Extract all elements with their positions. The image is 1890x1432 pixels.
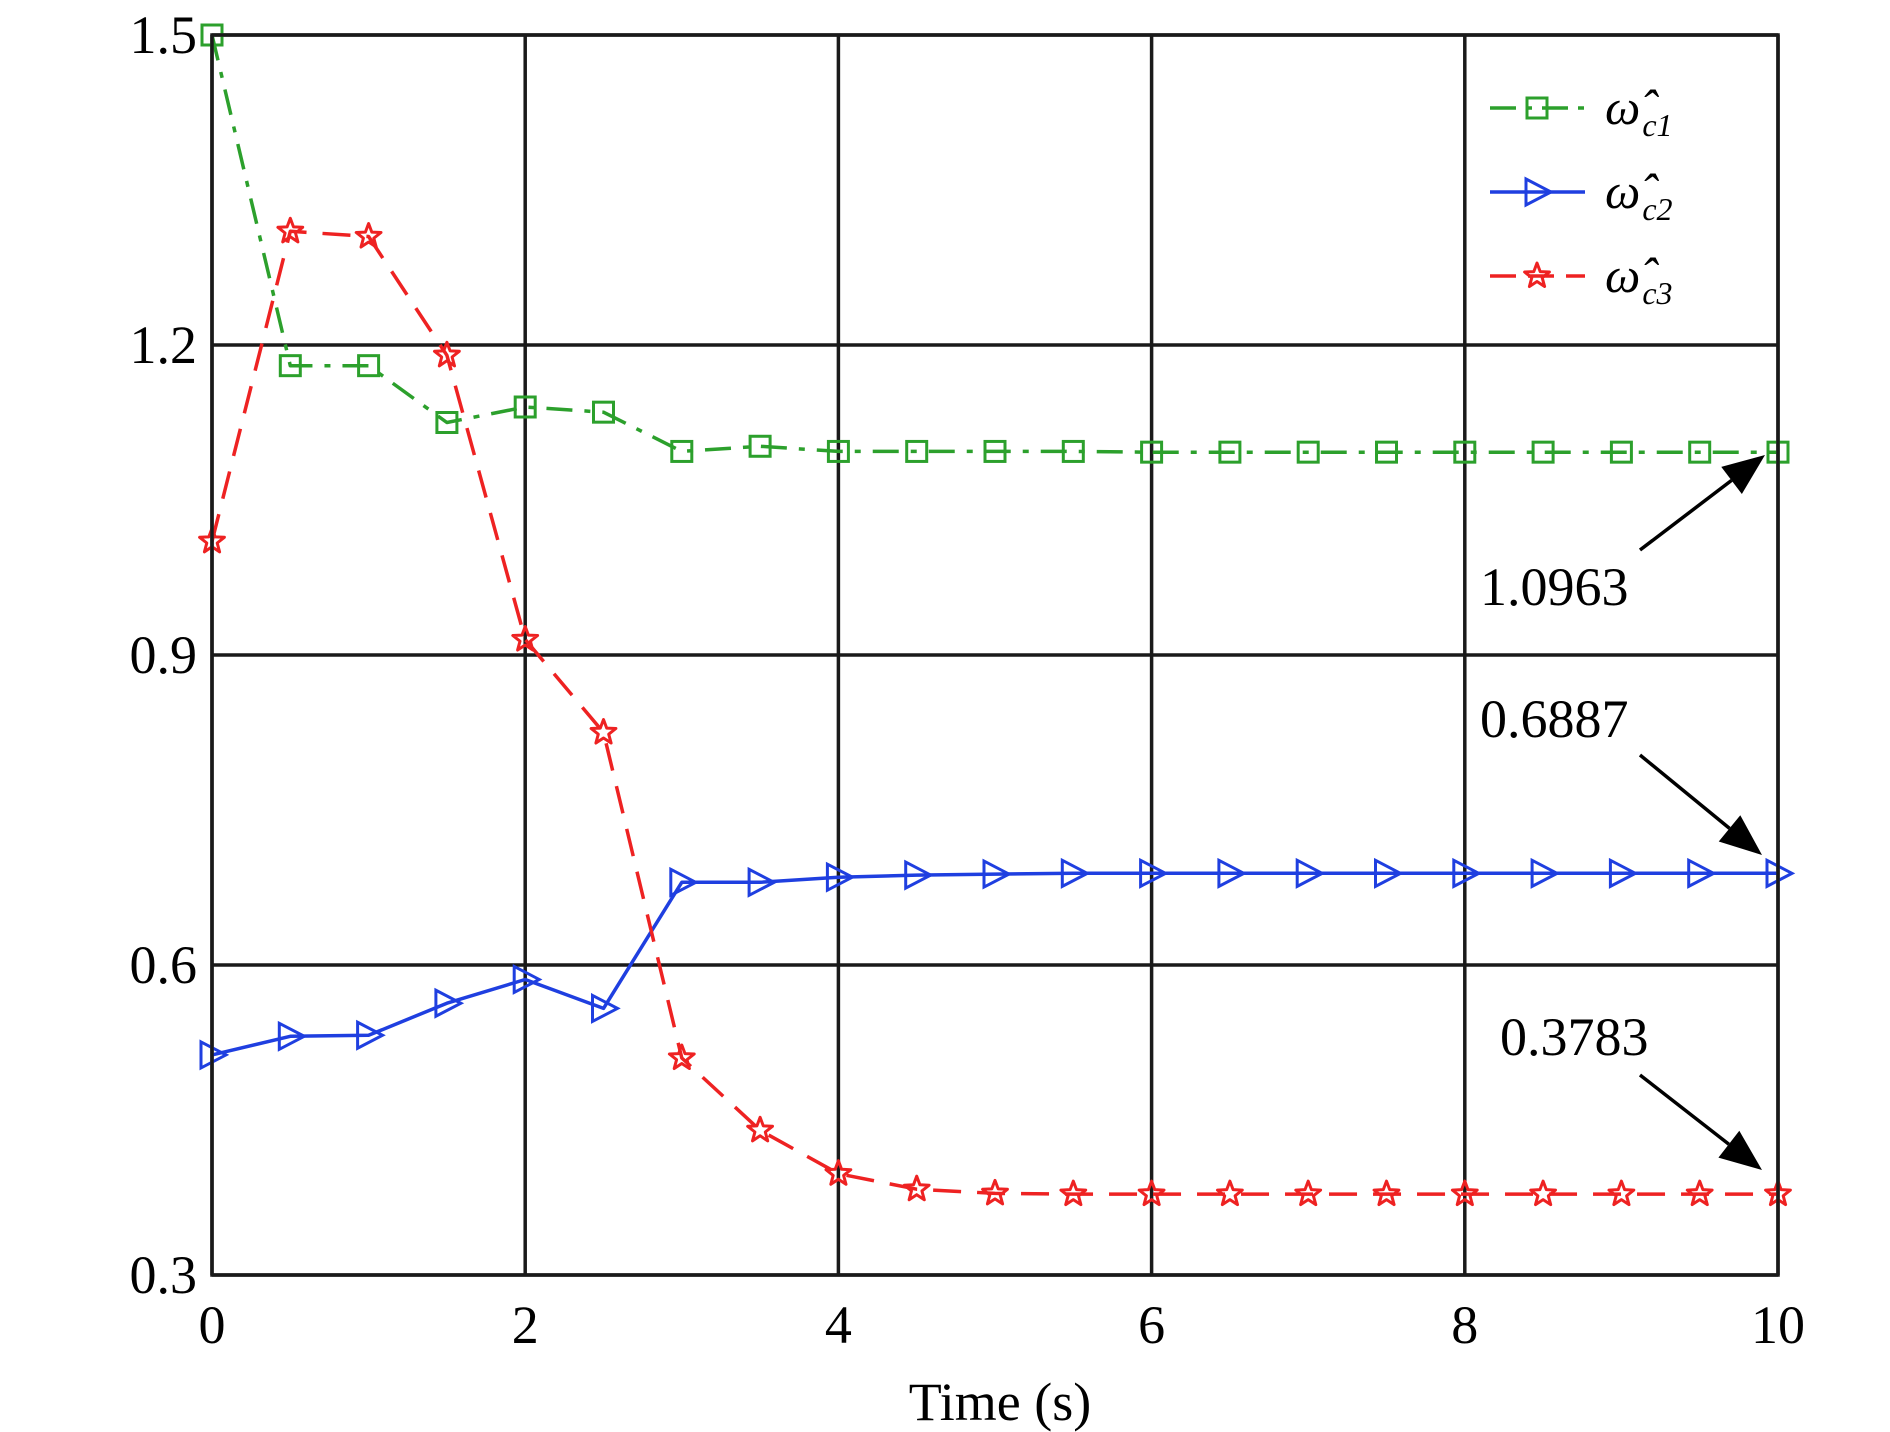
square-marker <box>1609 440 1633 464</box>
triangle-marker <box>434 987 465 1019</box>
square-marker <box>1688 440 1712 464</box>
star-marker <box>354 222 383 249</box>
triangle-marker <box>356 1019 386 1051</box>
series-c3 <box>198 216 1792 1207</box>
x-tick-label: 8 <box>1451 1295 1478 1355</box>
square-marker <box>1453 440 1477 464</box>
square-marker <box>1375 440 1398 464</box>
star-marker <box>667 1043 696 1070</box>
triangle-marker <box>747 866 778 898</box>
y-tick-label: 0.3 <box>130 1245 198 1305</box>
triangle-marker <box>1139 857 1169 889</box>
star-marker <box>981 1178 1009 1206</box>
star-marker <box>1137 1179 1166 1207</box>
y-tick-label: 1.2 <box>130 315 198 375</box>
star-marker <box>276 216 305 244</box>
square-marker <box>826 439 850 463</box>
triangle-marker <box>669 866 700 898</box>
annotation-arrowhead <box>1718 1130 1762 1170</box>
triangle-marker <box>904 859 934 891</box>
x-tick-label: 10 <box>1751 1295 1805 1355</box>
star-marker <box>902 1174 931 1202</box>
square-marker <box>1296 440 1320 464</box>
plot-frame <box>210 33 1780 1277</box>
star-marker <box>1523 261 1551 288</box>
square-marker <box>1061 439 1085 463</box>
square-marker <box>357 354 381 378</box>
star-marker <box>1294 1179 1323 1207</box>
annotation-0.6887: 0.6887 <box>1480 689 1762 855</box>
legend-label: ω̂c3 <box>1605 247 1673 311</box>
square-marker <box>592 400 615 424</box>
series-line <box>210 34 1778 454</box>
square-marker <box>1140 440 1164 464</box>
x-tick-label: 6 <box>1138 1295 1165 1355</box>
annotation-arrow-line <box>1638 1073 1730 1146</box>
series-group <box>198 23 1796 1207</box>
triangle-marker <box>591 992 621 1024</box>
triangle-marker <box>1452 857 1483 889</box>
y-tick-label: 0.9 <box>130 625 198 685</box>
series-line <box>210 229 1778 1196</box>
star-marker <box>511 625 540 652</box>
triangle-marker <box>512 963 543 995</box>
x-tick-label: 4 <box>825 1295 852 1355</box>
triangle-marker <box>1530 857 1561 889</box>
triangle-marker <box>1687 857 1717 889</box>
triangle-marker <box>1524 176 1555 208</box>
x-axis-title: Time (s) <box>909 1372 1092 1432</box>
star-marker <box>1607 1179 1636 1207</box>
star-marker <box>1059 1179 1088 1207</box>
annotation-arrowhead <box>1718 815 1762 855</box>
star-marker <box>824 1159 853 1186</box>
annotation-label: 1.0963 <box>1480 557 1629 617</box>
series-c1 <box>200 23 1790 464</box>
x-tick-label: 2 <box>512 1295 539 1355</box>
triangle-marker <box>825 861 856 893</box>
y-tick-label: 1.5 <box>130 5 198 65</box>
annotation-1.0963: 1.0963 <box>1480 455 1765 617</box>
annotation-label: 0.6887 <box>1480 689 1629 749</box>
series-c2 <box>199 857 1796 1071</box>
annotations: 1.0963 0.6887 0.3783 <box>1480 455 1765 1170</box>
star-marker <box>1372 1179 1401 1207</box>
square-marker <box>513 395 537 419</box>
square-marker <box>435 411 459 434</box>
series-line <box>211 871 1778 1057</box>
y-tick-label: 0.6 <box>130 935 198 995</box>
annotation-arrow-line <box>1638 479 1733 552</box>
triangle-marker <box>1217 857 1248 889</box>
annotation-label: 0.3783 <box>1500 1007 1649 1067</box>
square-marker <box>278 354 302 378</box>
star-marker <box>1216 1179 1244 1207</box>
legend-entry-c3: ω̂c3 <box>1490 247 1673 311</box>
square-marker <box>983 439 1007 463</box>
triangle-marker <box>277 1020 308 1052</box>
square-marker <box>670 439 694 463</box>
star-marker <box>1529 1179 1557 1207</box>
square-marker <box>1218 440 1242 464</box>
annotation-0.3783: 0.3783 <box>1500 1007 1762 1170</box>
triangle-marker <box>1060 857 1091 889</box>
x-tick-label: 0 <box>199 1295 226 1355</box>
axes: 0 2 4 6 8 10 0.3 0.6 0.9 1.2 1.5 <box>130 5 1806 1355</box>
triangle-marker <box>1295 857 1326 889</box>
triangle-marker <box>1374 857 1404 889</box>
star-marker <box>433 340 461 368</box>
square-marker <box>905 439 929 463</box>
star-marker <box>746 1115 774 1143</box>
annotation-arrowhead <box>1721 455 1765 494</box>
square-marker <box>1525 96 1549 120</box>
star-marker <box>1450 1179 1479 1207</box>
square-marker <box>1531 440 1555 464</box>
star-marker <box>589 718 618 745</box>
triangle-marker <box>982 858 1013 890</box>
annotation-arrow-line <box>1638 753 1731 830</box>
star-marker <box>1685 1179 1714 1207</box>
triangle-marker <box>1608 857 1639 889</box>
square-marker <box>748 434 772 458</box>
